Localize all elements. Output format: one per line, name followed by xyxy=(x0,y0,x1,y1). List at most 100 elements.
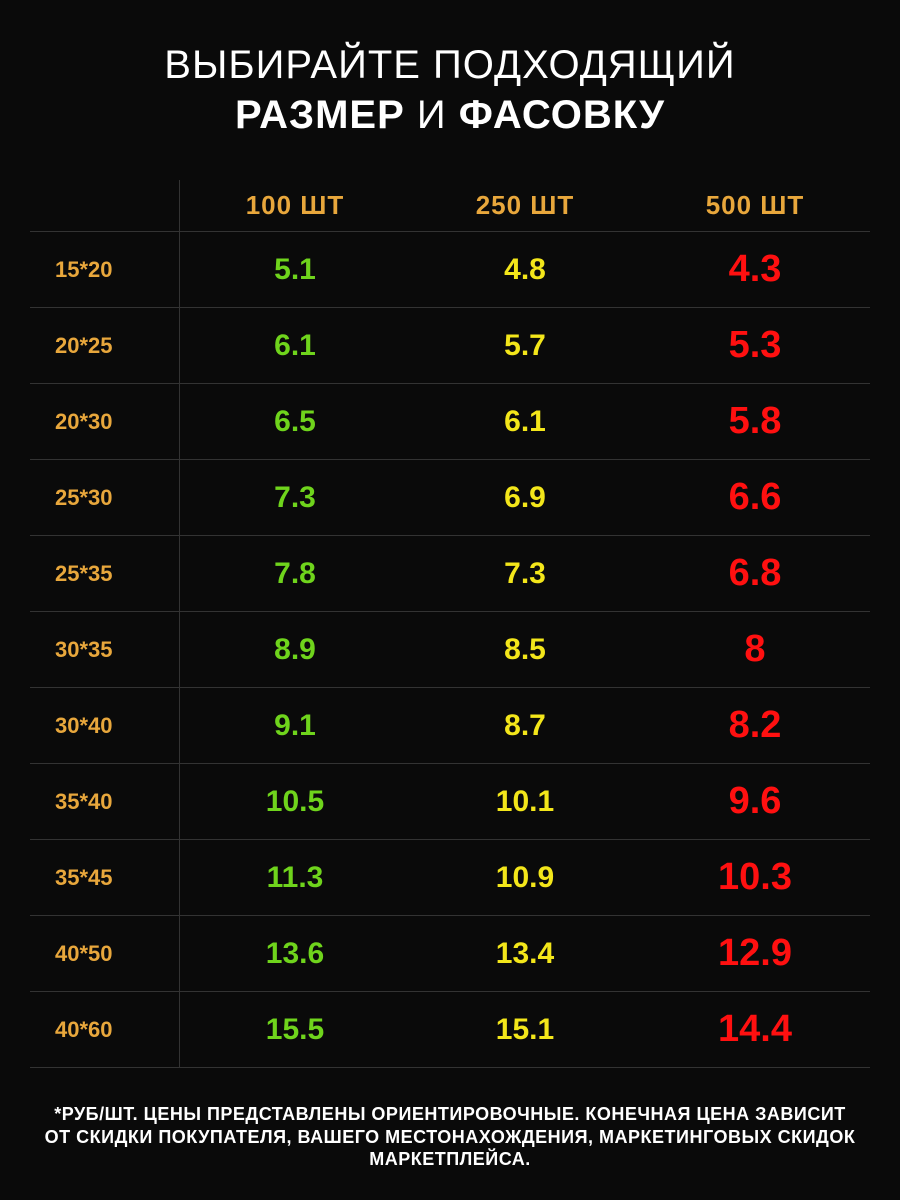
price-value: 7.8 xyxy=(274,557,316,591)
price-cell: 8.5 xyxy=(410,612,640,687)
price-cell: 10.1 xyxy=(410,764,640,839)
size-label: 25*35 xyxy=(30,536,180,611)
table-row: 20*30 6.5 6.1 5.8 xyxy=(30,384,870,460)
price-cell: 5.3 xyxy=(640,308,870,383)
price-cell: 4.8 xyxy=(410,232,640,307)
price-value: 5.3 xyxy=(729,324,782,367)
table-row: 30*35 8.9 8.5 8 xyxy=(30,612,870,688)
size-label: 40*60 xyxy=(30,992,180,1067)
title-line1: ВЫБИРАЙТЕ ПОДХОДЯЩИЙ xyxy=(164,43,735,87)
price-value: 4.3 xyxy=(729,248,782,291)
size-label: 20*25 xyxy=(30,308,180,383)
price-value: 14.4 xyxy=(718,1008,792,1051)
price-value: 9.6 xyxy=(729,780,782,823)
price-value: 13.6 xyxy=(266,937,324,971)
table-row: 25*35 7.8 7.3 6.8 xyxy=(30,536,870,612)
page-title: ВЫБИРАЙТЕ ПОДХОДЯЩИЙ РАЗМЕР И ФАСОВКУ xyxy=(30,40,870,140)
size-label: 35*40 xyxy=(30,764,180,839)
title-bold1: РАЗМЕР xyxy=(235,93,405,137)
price-value: 9.1 xyxy=(274,709,316,743)
header-col-250: 250 ШТ xyxy=(410,180,640,231)
price-cell: 6.1 xyxy=(180,308,410,383)
header-col-100: 100 ШТ xyxy=(180,180,410,231)
price-value: 6.8 xyxy=(729,552,782,595)
table-row: 40*50 13.6 13.4 12.9 xyxy=(30,916,870,992)
size-label: 35*45 xyxy=(30,840,180,915)
header-col-500: 500 ШТ xyxy=(640,180,870,231)
price-cell: 9.6 xyxy=(640,764,870,839)
price-cell: 6.5 xyxy=(180,384,410,459)
price-cell: 7.3 xyxy=(410,536,640,611)
price-value: 10.5 xyxy=(266,785,324,819)
price-cell: 8 xyxy=(640,612,870,687)
price-value: 11.3 xyxy=(267,861,324,895)
size-label: 20*30 xyxy=(30,384,180,459)
price-value: 8.7 xyxy=(504,709,546,743)
price-cell: 5.7 xyxy=(410,308,640,383)
price-cell: 13.4 xyxy=(410,916,640,991)
price-value: 15.5 xyxy=(266,1013,324,1047)
header-size-spacer xyxy=(30,180,180,231)
price-cell: 11.3 xyxy=(180,840,410,915)
price-value: 5.7 xyxy=(504,329,546,363)
size-label: 30*40 xyxy=(30,688,180,763)
table-row: 40*60 15.5 15.1 14.4 xyxy=(30,992,870,1068)
price-cell: 8.2 xyxy=(640,688,870,763)
title-bold2: ФАСОВКУ xyxy=(459,93,665,137)
price-value: 7.3 xyxy=(504,557,546,591)
price-cell: 10.9 xyxy=(410,840,640,915)
price-cell: 15.5 xyxy=(180,992,410,1067)
price-cell: 14.4 xyxy=(640,992,870,1067)
price-cell: 10.3 xyxy=(640,840,870,915)
table-row: 20*25 6.1 5.7 5.3 xyxy=(30,308,870,384)
table-row: 25*30 7.3 6.9 6.6 xyxy=(30,460,870,536)
price-value: 8.2 xyxy=(729,704,782,747)
price-value: 6.6 xyxy=(729,476,782,519)
price-value: 5.8 xyxy=(729,400,782,443)
price-value: 12.9 xyxy=(718,932,792,975)
price-cell: 13.6 xyxy=(180,916,410,991)
table-row: 35*45 11.3 10.9 10.3 xyxy=(30,840,870,916)
price-cell: 8.7 xyxy=(410,688,640,763)
price-cell: 15.1 xyxy=(410,992,640,1067)
price-cell: 5.1 xyxy=(180,232,410,307)
price-value: 10.1 xyxy=(496,785,554,819)
table-row: 15*20 5.1 4.8 4.3 xyxy=(30,232,870,308)
price-cell: 6.9 xyxy=(410,460,640,535)
price-cell: 6.1 xyxy=(410,384,640,459)
price-value: 8.9 xyxy=(274,633,316,667)
price-value: 6.1 xyxy=(274,329,316,363)
table-row: 35*40 10.5 10.1 9.6 xyxy=(30,764,870,840)
price-cell: 12.9 xyxy=(640,916,870,991)
footnote: *РУБ/ШТ. ЦЕНЫ ПРЕДСТАВЛЕНЫ ОРИЕНТИРОВОЧН… xyxy=(30,1103,870,1171)
size-label: 15*20 xyxy=(30,232,180,307)
price-cell: 5.8 xyxy=(640,384,870,459)
price-value: 8.5 xyxy=(504,633,546,667)
price-value: 10.9 xyxy=(496,861,554,895)
price-cell: 9.1 xyxy=(180,688,410,763)
price-cell: 6.8 xyxy=(640,536,870,611)
price-value: 6.5 xyxy=(274,405,316,439)
price-value: 6.9 xyxy=(504,481,546,515)
header-label: 250 ШТ xyxy=(476,190,575,221)
price-cell: 8.9 xyxy=(180,612,410,687)
price-value: 15.1 xyxy=(496,1013,554,1047)
price-value: 7.3 xyxy=(274,481,316,515)
title-conj: И xyxy=(405,93,459,137)
size-label: 25*30 xyxy=(30,460,180,535)
price-cell: 7.8 xyxy=(180,536,410,611)
price-value: 4.8 xyxy=(504,253,546,287)
price-cell: 7.3 xyxy=(180,460,410,535)
price-value: 8 xyxy=(744,628,765,671)
header-label: 500 ШТ xyxy=(706,190,805,221)
price-value: 5.1 xyxy=(274,253,316,287)
price-cell: 6.6 xyxy=(640,460,870,535)
header-label: 100 ШТ xyxy=(246,190,345,221)
size-label: 30*35 xyxy=(30,612,180,687)
table-header-row: 100 ШТ 250 ШТ 500 ШТ xyxy=(30,180,870,232)
table-row: 30*40 9.1 8.7 8.2 xyxy=(30,688,870,764)
price-cell: 10.5 xyxy=(180,764,410,839)
price-value: 10.3 xyxy=(718,856,792,899)
price-table: 100 ШТ 250 ШТ 500 ШТ 15*20 5.1 4.8 4.3 2… xyxy=(30,180,870,1068)
price-value: 13.4 xyxy=(496,937,554,971)
